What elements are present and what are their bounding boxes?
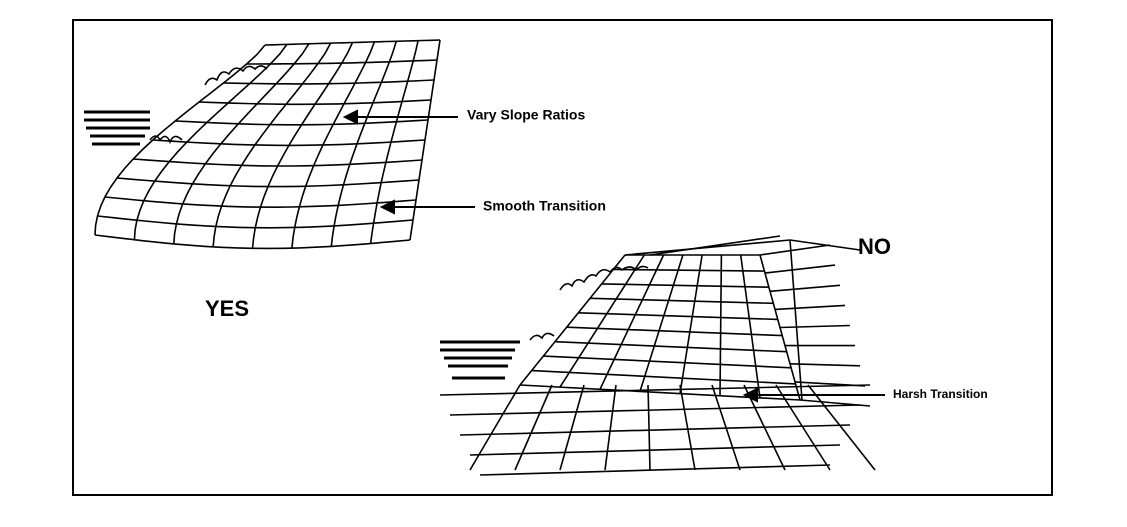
mesh-line — [743, 384, 786, 471]
annotation: Smooth Transition — [483, 198, 606, 214]
mesh-line — [469, 444, 841, 456]
mesh-line — [774, 304, 846, 311]
mesh-line — [578, 312, 778, 321]
mesh-line — [711, 384, 741, 471]
mesh-line — [789, 239, 861, 251]
mesh-line — [589, 297, 774, 305]
vegetation — [559, 265, 649, 291]
mesh-line — [291, 41, 376, 249]
mesh-line — [449, 404, 861, 416]
mesh-line — [649, 235, 781, 256]
mesh-line — [554, 340, 787, 353]
mesh-line — [604, 384, 617, 471]
mesh-line — [514, 384, 553, 471]
arrows — [342, 109, 885, 403]
mesh-line — [779, 324, 851, 329]
mesh-line — [173, 43, 310, 244]
frame — [72, 19, 1053, 496]
mesh-line — [601, 283, 769, 288]
mesh-line — [439, 384, 871, 396]
mesh-line — [599, 254, 665, 390]
mesh-line — [543, 355, 792, 369]
mesh-line — [559, 254, 645, 388]
mesh-line — [469, 384, 521, 471]
panel-label: YES — [205, 296, 249, 321]
vegetation — [529, 332, 555, 341]
mesh-line — [679, 384, 696, 471]
mesh-line — [624, 239, 791, 256]
mesh-line — [764, 264, 836, 274]
mesh-line — [613, 268, 765, 272]
mesh-line — [212, 42, 332, 247]
mesh-line — [719, 254, 723, 396]
vegetation — [204, 65, 268, 86]
mesh-line — [769, 284, 841, 293]
mesh-line — [566, 326, 783, 337]
mesh-line — [369, 40, 419, 244]
mesh-line — [789, 239, 803, 401]
no-slope-mesh — [439, 235, 876, 476]
mesh-line — [519, 254, 626, 386]
mesh-line — [647, 384, 651, 471]
mesh-line — [807, 384, 876, 471]
mesh-line — [739, 254, 761, 399]
mesh-line — [679, 254, 703, 394]
annotation: Vary Slope Ratios — [467, 107, 585, 123]
mesh-line — [459, 424, 851, 436]
mesh-line — [639, 254, 684, 392]
vegetation — [149, 135, 183, 145]
mesh-line — [775, 384, 831, 471]
mesh-line — [559, 384, 585, 471]
mesh-line — [251, 42, 354, 249]
mesh-line — [479, 464, 831, 476]
panel-label: NO — [858, 234, 891, 259]
annotation: Harsh Transition — [893, 387, 988, 401]
mesh-line — [759, 244, 831, 256]
mesh-line — [330, 41, 398, 247]
mesh-line — [531, 369, 796, 385]
yes-slope-mesh — [94, 39, 441, 250]
hatching — [84, 110, 520, 380]
mesh-line — [94, 44, 266, 236]
mesh-line — [789, 363, 861, 367]
mesh-line — [133, 43, 288, 240]
